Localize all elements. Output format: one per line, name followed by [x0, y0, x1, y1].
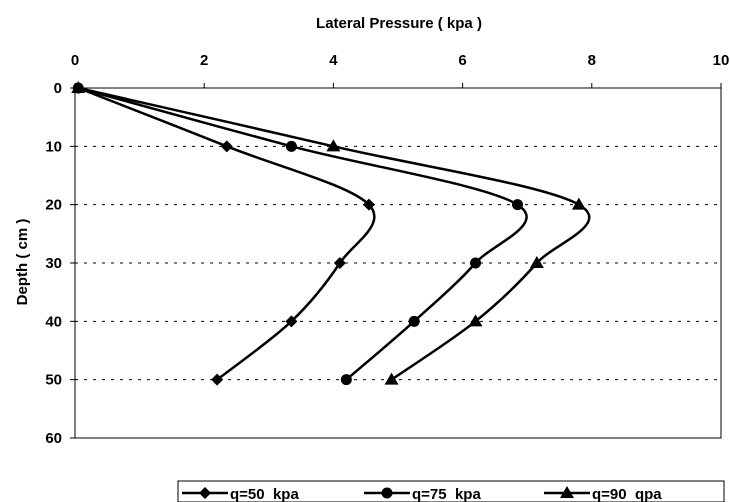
- legend-marker-2: [381, 487, 393, 499]
- series-3-point-1: [71, 81, 86, 93]
- series-3-point-4: [529, 256, 544, 268]
- series-1-point-3: [362, 198, 375, 211]
- y-tick-label-10: 10: [45, 138, 62, 155]
- series-3-point-3: [571, 197, 586, 210]
- series-3: [71, 81, 591, 385]
- x-tick-label-4: 4: [329, 52, 338, 69]
- series-2-point-5: [408, 315, 420, 327]
- series-2-point-2: [285, 140, 297, 152]
- y-tick-label-40: 40: [45, 313, 62, 330]
- legend-label-3: q=90 qpa: [592, 486, 662, 502]
- series-2-point-3: [512, 199, 524, 211]
- y-tick-label-50: 50: [45, 372, 62, 389]
- series-1-point-5: [285, 315, 298, 328]
- y-tick-label-30: 30: [45, 255, 62, 272]
- x-axis-title: Lateral Pressure ( kpa ): [316, 15, 482, 32]
- series-1-point-2: [220, 140, 233, 153]
- series-3-point-6: [384, 372, 399, 385]
- series-1-point-6: [211, 373, 224, 386]
- gridlines: [75, 145, 721, 381]
- x-tick-label-6: 6: [458, 52, 466, 69]
- y-tick-label-60: 60: [45, 430, 62, 447]
- legend-label-2: q=75 kpa: [412, 486, 481, 502]
- x-tick-label-2: 2: [200, 52, 208, 69]
- series-1-point-4: [333, 257, 346, 269]
- series-2-point-6: [340, 374, 352, 386]
- legend: q=50 kpa q=75 kpa q=90 qpa: [177, 480, 725, 502]
- x-tick-label-8: 8: [588, 52, 596, 69]
- y-tick-label-20: 20: [45, 197, 62, 214]
- x-tick-label-10: 10: [713, 52, 730, 69]
- series-3-point-5: [468, 314, 483, 327]
- x-tick-label-0: 0: [71, 52, 79, 69]
- legend-marker-1: [199, 487, 211, 499]
- legend-label-1: q=50 kpa: [230, 486, 299, 502]
- series-2-line: [77, 86, 528, 381]
- series-2-point-4: [470, 257, 482, 269]
- legend-box: [177, 480, 725, 502]
- y-axis: 0 10 20 30 40 50 60: [45, 80, 75, 447]
- series-2: [72, 82, 528, 386]
- series-1-line: [77, 86, 376, 381]
- x-axis: 0 2 4 6 8 10: [71, 52, 730, 88]
- legend-marker-3: [560, 486, 574, 498]
- series-3-point-2: [326, 139, 341, 152]
- y-tick-label-0: 0: [54, 80, 62, 97]
- series-layer: [71, 81, 591, 386]
- y-axis-title: Depth ( cm ): [14, 219, 31, 306]
